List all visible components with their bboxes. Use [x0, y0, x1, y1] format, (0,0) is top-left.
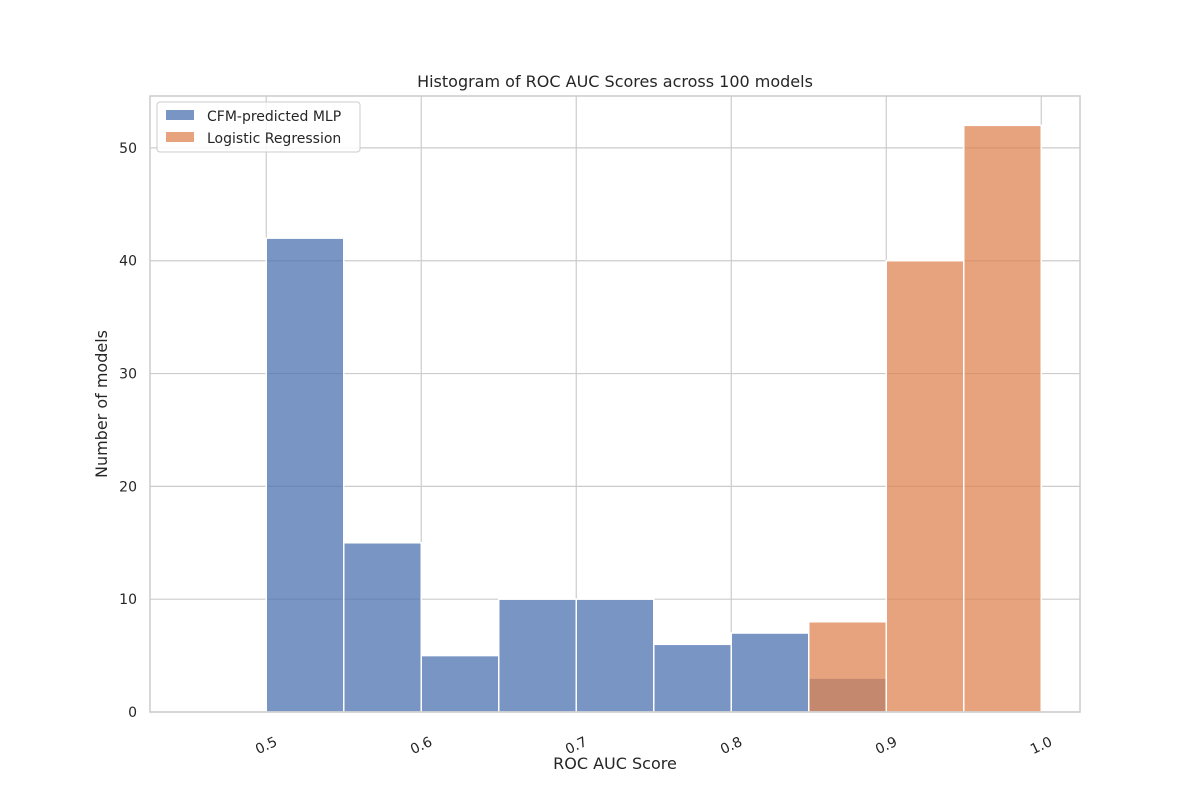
histogram-bar-cfm-mlp — [343, 542, 422, 713]
histogram-bar-logistic-regression — [885, 259, 965, 713]
histogram-bar-cfm-mlp — [730, 632, 810, 713]
y-tick-label: 0 — [128, 705, 137, 721]
histogram-bars — [265, 124, 1042, 713]
histogram-bar-cfm-mlp — [265, 237, 345, 713]
histogram-bar-cfm-mlp — [420, 654, 500, 713]
y-tick-label: 30 — [119, 367, 137, 383]
x-tick-label: 1.0 — [1028, 734, 1055, 758]
legend-swatch-logistic-regression — [166, 132, 194, 142]
histogram-bar-logistic-regression — [808, 620, 887, 713]
legend-label-logistic-regression: Logistic Regression — [207, 131, 341, 147]
x-axis-label: ROC AUC Score — [553, 754, 677, 773]
plot-frame — [149, 95, 1081, 713]
legend-swatch-cfm-mlp — [166, 110, 194, 120]
y-tick-label: 10 — [119, 592, 137, 608]
legend: CFM-predicted MLP Logistic Regression — [156, 101, 361, 153]
histogram-bar-cfm-mlp — [653, 643, 732, 713]
histogram-bar-cfm-mlp — [575, 598, 655, 713]
y-tick-label: 40 — [119, 254, 137, 270]
histogram-bar-logistic-regression — [963, 124, 1042, 713]
legend-box — [156, 101, 361, 153]
x-tick-label: 0.5 — [253, 734, 280, 758]
legend-label-cfm-mlp: CFM-predicted MLP — [207, 109, 341, 125]
x-tick-label: 0.8 — [718, 734, 745, 758]
chart-title: Histogram of ROC AUC Scores across 100 m… — [417, 72, 813, 91]
histogram-bar-cfm-mlp — [498, 598, 577, 713]
y-tick-label: 50 — [119, 141, 137, 157]
y-axis-label: Number of models — [92, 330, 111, 478]
y-tick-labels: 0 10 20 30 40 50 — [119, 141, 137, 721]
x-tick-label: 0.9 — [873, 734, 900, 758]
y-tick-label: 20 — [119, 479, 137, 495]
x-tick-label: 0.6 — [408, 734, 435, 758]
